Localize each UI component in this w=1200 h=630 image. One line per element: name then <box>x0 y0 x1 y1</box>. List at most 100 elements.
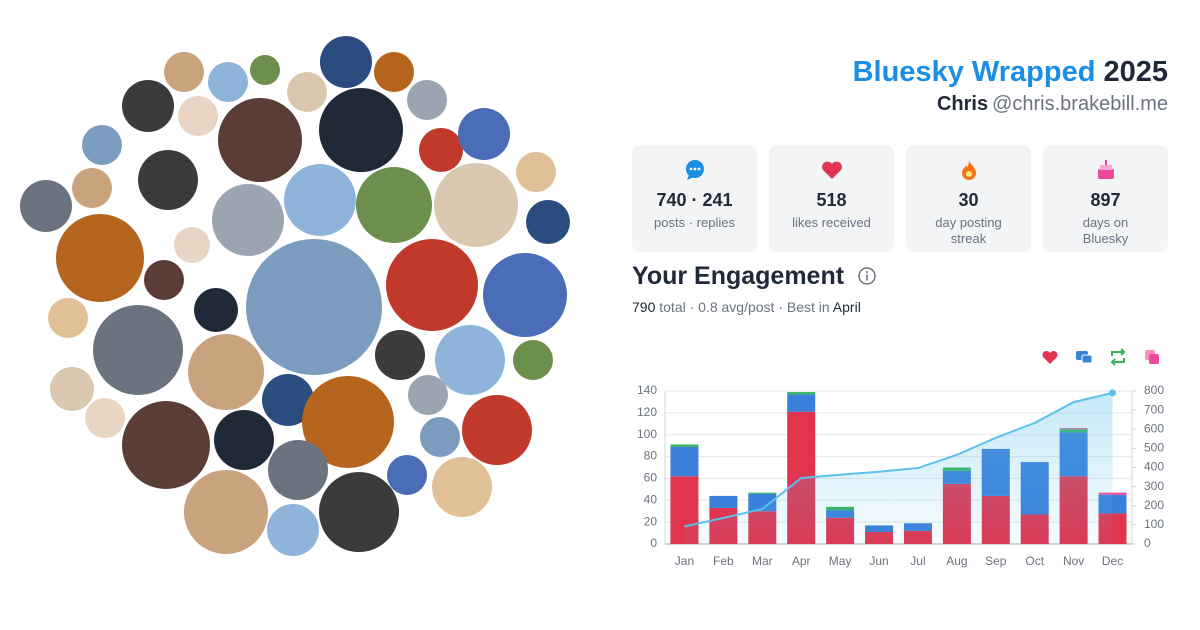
avatar <box>375 330 425 380</box>
x-tick-label: Jan <box>675 554 694 568</box>
y-tick-label: 0 <box>650 536 657 550</box>
avatar <box>138 150 198 210</box>
avatar <box>407 80 447 120</box>
stat-card: 897 days on Bluesky <box>1043 145 1168 252</box>
bar-segment <box>903 523 932 531</box>
y-tick-label: 80 <box>644 449 658 463</box>
stat-card: 30 day posting streak <box>906 145 1031 252</box>
bar-segment <box>865 525 894 532</box>
y-tick-label: 20 <box>644 514 658 528</box>
bar-segment <box>1059 428 1088 430</box>
y2-tick-label: 100 <box>1144 517 1164 531</box>
legend-icon <box>1149 354 1159 364</box>
bar-segment <box>826 517 855 544</box>
bar-segment <box>981 448 1010 496</box>
avatar <box>408 375 448 415</box>
bar-segment <box>1098 513 1127 544</box>
x-tick-label: Aug <box>946 554 967 568</box>
y2-tick-label: 800 <box>1144 383 1164 397</box>
avatar <box>214 410 274 470</box>
avatar <box>268 440 328 500</box>
avatar <box>526 200 570 244</box>
y2-tick-label: 0 <box>1144 536 1151 550</box>
user: Chris @chris.brakebill.me <box>853 93 1168 116</box>
avatar <box>50 367 94 411</box>
bar-segment <box>748 492 777 494</box>
bar-segment <box>1098 494 1127 514</box>
summary-detail: total · 0.8 avg/post · Best in <box>659 299 830 315</box>
avatar <box>144 260 184 300</box>
stat-label: days on Bluesky <box>1082 215 1129 246</box>
line-point <box>1109 389 1117 397</box>
stat-value: 740 · 241 <box>656 190 733 210</box>
bar-segment <box>1020 462 1049 515</box>
title: Bluesky Wrapped 2025 <box>853 56 1168 89</box>
avatar <box>420 417 460 457</box>
avatar <box>122 401 210 489</box>
avatar <box>435 325 505 395</box>
avatar <box>319 88 403 172</box>
bar-segment <box>981 495 1010 544</box>
icon <box>1097 160 1114 179</box>
y-tick-label: 40 <box>644 492 658 506</box>
avatar <box>458 108 510 160</box>
y2-tick-label: 500 <box>1144 441 1164 455</box>
avatar <box>483 253 567 337</box>
bar-segment <box>787 392 816 395</box>
user-handle: @chris.brakebill.me <box>992 93 1168 115</box>
avatar <box>386 239 478 331</box>
bar-segment <box>942 483 971 544</box>
bar-segment <box>1059 432 1088 477</box>
x-tick-label: Jun <box>869 554 888 568</box>
bar-segment <box>826 510 855 518</box>
legend-icon <box>1081 354 1093 364</box>
avatar <box>194 288 238 332</box>
legend-icon <box>1042 350 1058 364</box>
avatar <box>432 457 492 517</box>
avatar <box>48 298 88 338</box>
avatar <box>250 55 280 85</box>
stat-label: likes received <box>792 215 871 230</box>
bar-segment <box>1059 429 1088 433</box>
avatar <box>72 168 112 208</box>
avatar <box>374 52 414 92</box>
bar-segment <box>670 444 699 447</box>
line <box>684 391 1113 528</box>
avatar <box>188 334 264 410</box>
avatar <box>434 163 518 247</box>
bar-segment <box>670 446 699 477</box>
app-title: Bluesky Wrapped <box>852 56 1096 88</box>
stat-value: 518 <box>816 190 847 210</box>
bar-segment <box>709 507 738 544</box>
legend-icon <box>1076 351 1088 360</box>
avatar <box>218 98 302 182</box>
stat-label: posts · replies <box>654 215 735 230</box>
icon <box>821 161 842 179</box>
avatar <box>356 167 432 243</box>
avatar <box>93 305 183 395</box>
summary: 790 total · 0.8 avg/post · Best in April <box>632 299 861 315</box>
y2-tick-label: 700 <box>1144 402 1164 416</box>
avatar <box>387 455 427 495</box>
section-title: Your Engagement <box>632 262 877 291</box>
bar-segment <box>748 511 777 544</box>
avatar <box>513 340 553 380</box>
avatar <box>164 52 204 92</box>
x-tick-label: Nov <box>1063 554 1084 568</box>
bar-segment <box>865 531 894 544</box>
y-tick-label: 120 <box>637 405 657 419</box>
avatar <box>82 125 122 165</box>
info-icon[interactable] <box>857 266 877 286</box>
bar-segment <box>1098 492 1127 495</box>
year: 2025 <box>1103 56 1168 88</box>
stat-card: 518 likes received <box>769 145 894 252</box>
avatar <box>319 472 399 552</box>
avatar <box>174 227 210 263</box>
engagement-title: Your Engagement <box>632 262 845 290</box>
avatar <box>284 164 356 236</box>
y2-tick-label: 400 <box>1144 460 1164 474</box>
avatar <box>419 128 463 172</box>
avatar <box>56 214 144 302</box>
total: 790 <box>632 299 656 315</box>
avatar <box>208 62 248 102</box>
